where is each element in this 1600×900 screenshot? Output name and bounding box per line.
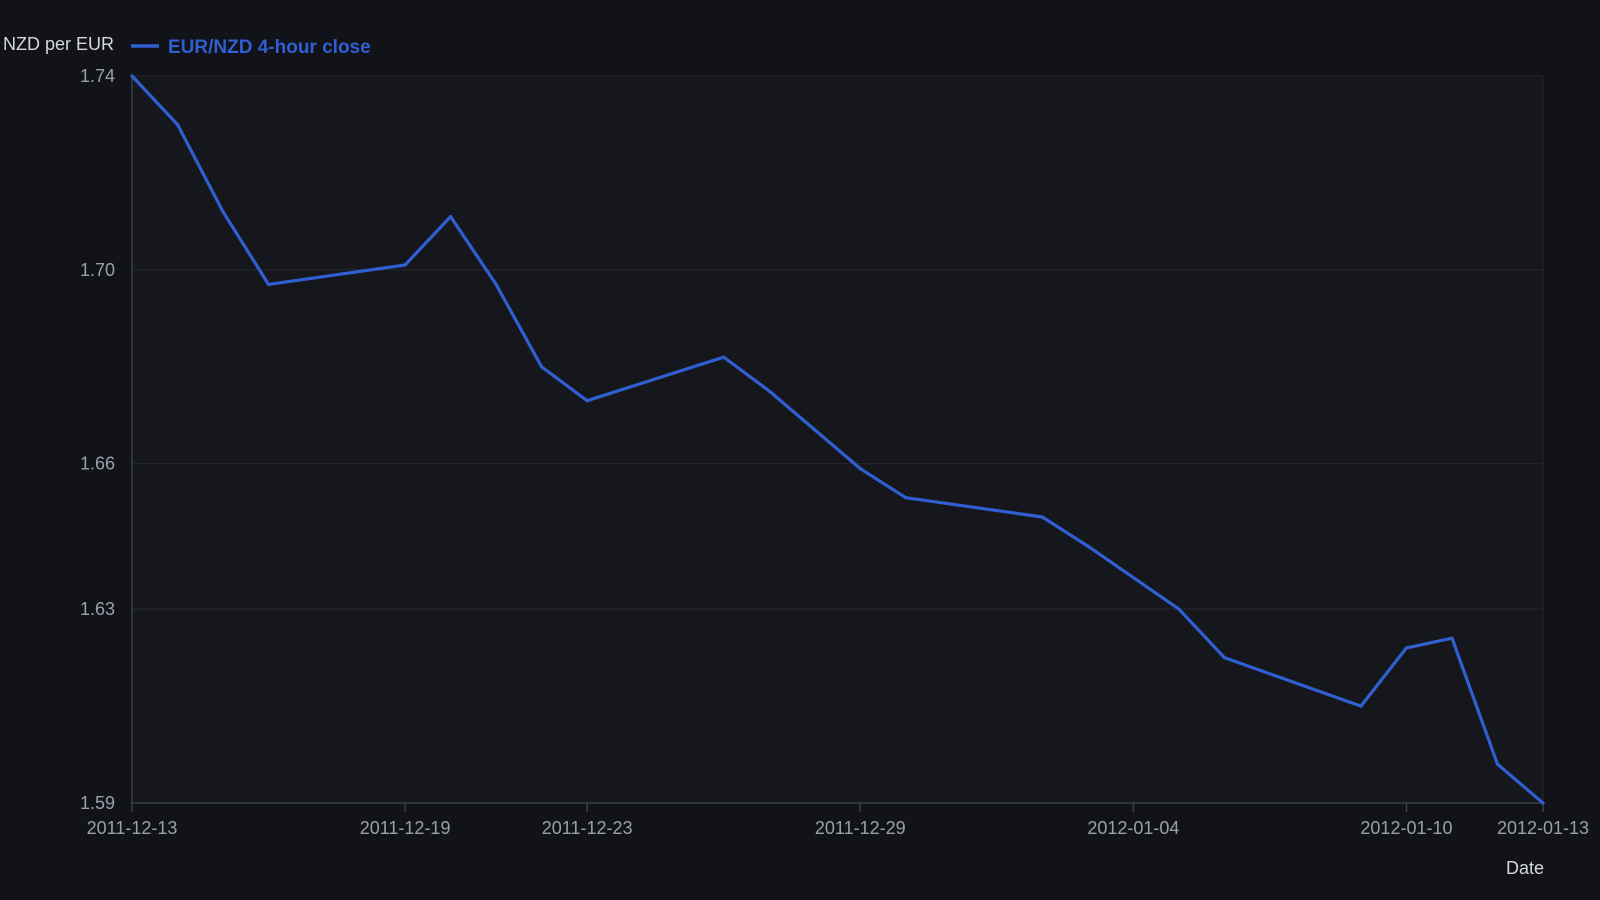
x-tick-label: 2012-01-04 xyxy=(1087,818,1179,838)
x-tick-label: 2011-12-29 xyxy=(815,818,906,838)
axes xyxy=(131,75,1544,804)
x-tick-label: 2012-01-13 xyxy=(1497,818,1589,838)
x-tick-label: 2011-12-13 xyxy=(87,818,178,838)
data-point xyxy=(130,74,134,78)
data-point xyxy=(767,389,771,393)
y-tick-label: 1.63 xyxy=(80,599,115,619)
data-point xyxy=(1495,762,1500,766)
data-point xyxy=(449,214,453,219)
plot-area xyxy=(132,76,1543,803)
x-tick-label: 2011-12-23 xyxy=(542,818,633,838)
data-point xyxy=(494,282,498,287)
data-point xyxy=(585,399,589,403)
data-point xyxy=(1541,801,1545,805)
y-tick-label: 1.59 xyxy=(80,793,115,813)
data-point xyxy=(175,122,180,127)
data-point xyxy=(266,282,271,287)
tick-labels: 1.59 1.63 1.66 1.70 1.74 2011-12-13 2011-12-19… xyxy=(80,66,1589,838)
legend: EUR/NZD 4-hour close xyxy=(131,37,371,58)
series-layer xyxy=(130,74,1545,805)
data-point xyxy=(858,466,862,471)
y-tick-label: 1.66 xyxy=(80,454,115,474)
x-axis-title: Date xyxy=(1506,858,1544,878)
y-tick-label: 1.74 xyxy=(80,66,115,86)
y-axis-title: NZD per EUR xyxy=(3,34,114,54)
data-point xyxy=(221,210,225,214)
data-point xyxy=(540,365,544,369)
data-point xyxy=(722,355,726,359)
data-point xyxy=(1177,607,1181,611)
series-line xyxy=(130,74,1545,805)
data-point xyxy=(1404,646,1409,650)
data-point xyxy=(1222,656,1226,660)
x-tick-label: 2011-12-19 xyxy=(360,818,451,838)
data-point xyxy=(403,263,407,267)
data-point xyxy=(904,496,908,500)
data-point xyxy=(1086,544,1090,548)
y-tick-label: 1.70 xyxy=(80,260,115,280)
data-point xyxy=(1040,515,1044,519)
x-tick-label: 2012-01-10 xyxy=(1360,818,1452,838)
data-point xyxy=(1450,636,1454,640)
data-point xyxy=(1359,704,1363,708)
legend-label: EUR/NZD 4-hour close xyxy=(168,37,371,58)
